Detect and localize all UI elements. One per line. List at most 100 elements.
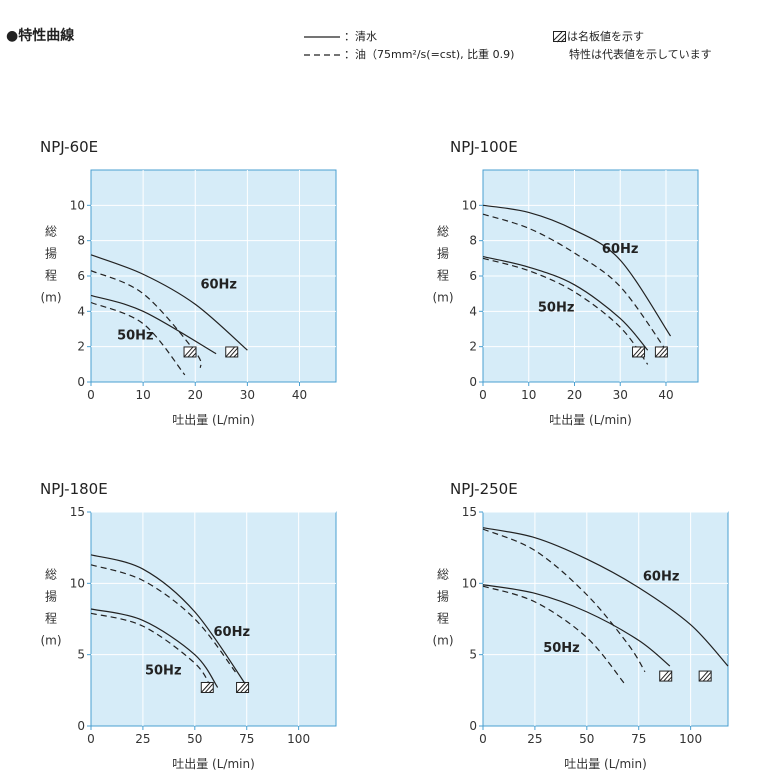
- hatch-line: [208, 688, 214, 693]
- legend-water-label: ：清水: [344, 30, 377, 43]
- y-axis-label: 総: [45, 224, 57, 238]
- x-tick-label: 75: [631, 732, 646, 746]
- x-tick-label: 30: [240, 388, 255, 402]
- series-line-50hz-dashed: [482, 585, 625, 684]
- curve-label: 60Hz: [200, 277, 237, 292]
- hatch-line: [667, 676, 673, 682]
- hatch-line: [183, 346, 194, 358]
- y-axis-label: 揚: [437, 246, 449, 260]
- solid-line-icon: [304, 36, 340, 38]
- note-representative-label: 特性は代表値を示しています: [569, 48, 712, 61]
- y-tick-label: 4: [77, 304, 85, 318]
- chart-npj-250e: NPJ-250E 0 25 50 75 100 0 5 10 15 総揚程 (m) 吐出量 (L/min…: [432, 480, 729, 771]
- series-line-60hz-solid: [482, 527, 729, 667]
- hatch-line: [204, 683, 214, 693]
- y-tick-label: 4: [469, 304, 477, 318]
- note-rated: は名板値を示す: [553, 28, 712, 46]
- plot-area: [482, 511, 729, 727]
- y-tick-label: 0: [469, 375, 477, 389]
- chart-npj-60e: NPJ-60E 0 10 20 30 40 0 2 4 6 8 10 総揚程 (m) 吐出量 (L/min)…: [40, 138, 337, 427]
- series-line-50hz-solid: [90, 608, 219, 688]
- rated-point-marker: [698, 670, 712, 682]
- hatch-box: [236, 681, 250, 693]
- hatch-line: [659, 347, 668, 358]
- curve-label: 60Hz: [602, 242, 639, 257]
- dashed-line-icon: [304, 54, 340, 56]
- y-tick-label: 2: [77, 340, 85, 354]
- hatch-box: [654, 346, 668, 358]
- x-tick-label: 0: [479, 388, 487, 402]
- legend-oil-label: ：油（75mm²/s(=cst), 比重 0.9): [344, 48, 515, 61]
- y-axis-label: 程: [437, 267, 449, 282]
- series-line-60hz-solid: [90, 554, 248, 687]
- rated-point-marker: [183, 346, 197, 358]
- hatch-icon: [553, 31, 566, 43]
- x-tick-label: 100: [287, 732, 310, 746]
- hatch-line: [200, 682, 211, 693]
- x-tick-label: 40: [292, 388, 307, 402]
- note-representative: 特性は代表値を示しています: [553, 46, 712, 64]
- hatch-line: [702, 671, 712, 682]
- chart-title: NPJ-60E: [40, 138, 98, 156]
- rated-point-marker: [659, 670, 673, 682]
- x-axis-label: 吐出量 (L/min): [172, 757, 255, 771]
- curve-label: 50Hz: [538, 300, 575, 315]
- legend-water: ：清水: [304, 28, 514, 46]
- curve-label: 60Hz: [643, 569, 680, 584]
- series-line-60hz-dashed: [482, 213, 667, 351]
- y-axis-label: (m): [40, 290, 61, 304]
- x-tick-label: 25: [527, 732, 542, 746]
- chart-title: NPJ-100E: [450, 138, 518, 156]
- y-tick-label: 10: [70, 576, 85, 590]
- curve-label: 50Hz: [117, 329, 154, 344]
- y-tick-label: 5: [77, 648, 85, 662]
- y-axis-label: (m): [432, 290, 453, 304]
- series-line-50hz-solid: [482, 584, 671, 667]
- x-axis-label: 吐出量 (L/min): [172, 413, 255, 427]
- y-axis-label: (m): [432, 633, 453, 647]
- y-axis-label: 揚: [45, 246, 57, 260]
- y-tick-label: 10: [462, 198, 477, 212]
- hatch-line: [233, 352, 239, 358]
- x-tick-label: 50: [579, 732, 594, 746]
- x-tick-label: 0: [479, 732, 487, 746]
- x-tick-label: 100: [679, 732, 702, 746]
- x-axis-label: 吐出量 (L/min): [549, 413, 632, 427]
- x-tick-label: 10: [521, 388, 536, 402]
- curve-label: 60Hz: [214, 625, 251, 640]
- chart-npj-100e: NPJ-100E 0 10 20 30 40 0 2 4 6 8 10 総揚程 (m) 吐出量 (L/min…: [432, 138, 699, 427]
- y-tick-label: 8: [77, 234, 85, 248]
- series-line-60hz-dashed: [90, 270, 202, 369]
- x-tick-label: 50: [187, 732, 202, 746]
- hatch-line: [244, 688, 249, 693]
- hatch-box: [225, 346, 239, 358]
- hatch-line: [236, 682, 246, 693]
- x-tick-label: 0: [87, 732, 95, 746]
- x-tick-label: 0: [87, 388, 95, 402]
- hatch-line: [225, 346, 236, 358]
- x-tick-label: 75: [239, 732, 254, 746]
- hatch-line: [663, 352, 668, 358]
- y-axis-label: 揚: [437, 589, 449, 603]
- y-axis-label: 揚: [45, 589, 57, 603]
- x-tick-label: 30: [613, 388, 628, 402]
- hatch-line: [229, 347, 239, 358]
- legend-oil: ：油（75mm²/s(=cst), 比重 0.9): [304, 46, 514, 64]
- y-tick-label: 10: [70, 198, 85, 212]
- rated-point-marker: [225, 346, 239, 358]
- series-line-60hz-dashed: [90, 564, 237, 674]
- series-line-60hz-solid: [90, 254, 248, 351]
- hatch-line: [663, 671, 673, 682]
- x-tick-label: 10: [135, 388, 150, 402]
- y-tick-label: 6: [469, 269, 477, 283]
- x-tick-label: 25: [135, 732, 150, 746]
- curve-label: 50Hz: [145, 664, 182, 679]
- hatch-line: [706, 676, 712, 682]
- series-line-50hz-solid: [482, 255, 649, 351]
- rated-point-marker: [654, 346, 668, 358]
- x-tick-label: 20: [188, 388, 203, 402]
- hatch-line: [655, 346, 665, 358]
- y-axis-label: 総: [437, 567, 449, 581]
- hatch-box: [698, 670, 712, 682]
- hatch-line: [240, 683, 249, 693]
